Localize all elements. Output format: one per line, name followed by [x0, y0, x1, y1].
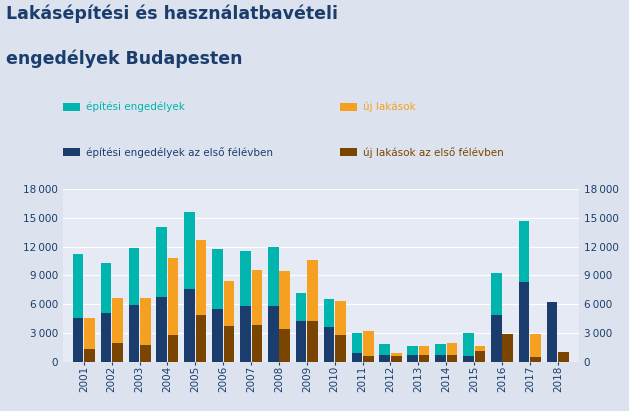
Bar	[463, 356, 474, 362]
Bar	[184, 212, 195, 362]
Bar	[503, 334, 513, 362]
Text: új lakások az első félévben: új lakások az első félévben	[363, 147, 504, 157]
Bar	[558, 352, 569, 362]
Bar	[84, 349, 95, 362]
Bar	[363, 331, 374, 362]
Bar	[252, 270, 262, 362]
Bar	[519, 282, 530, 362]
Bar	[268, 306, 279, 362]
Bar	[252, 325, 262, 362]
Bar	[379, 344, 390, 362]
Bar	[503, 334, 513, 362]
Bar	[324, 299, 334, 362]
Bar	[212, 249, 223, 362]
Bar	[157, 227, 167, 362]
Bar	[474, 351, 485, 362]
Bar	[324, 327, 334, 362]
Bar	[519, 221, 530, 362]
Text: Lakásépítési és használatbavételi: Lakásépítési és használatbavételi	[6, 4, 338, 23]
Bar	[279, 270, 290, 362]
Bar	[447, 355, 457, 362]
Bar	[408, 346, 418, 362]
Bar	[335, 301, 346, 362]
Bar	[157, 298, 167, 362]
Bar	[435, 344, 446, 362]
Bar	[140, 345, 150, 362]
Bar	[73, 254, 84, 362]
Bar	[491, 315, 501, 362]
Bar	[308, 321, 318, 362]
Bar	[128, 247, 139, 362]
Bar	[408, 355, 418, 362]
Bar	[128, 305, 139, 362]
Bar	[352, 333, 362, 362]
Bar	[279, 329, 290, 362]
Bar	[447, 344, 457, 362]
Bar	[363, 356, 374, 362]
Bar	[352, 353, 362, 362]
Bar	[224, 326, 234, 362]
Bar	[240, 252, 251, 362]
Bar	[168, 258, 179, 362]
Bar	[196, 315, 206, 362]
Bar	[168, 335, 179, 362]
Bar	[184, 289, 195, 362]
Bar	[435, 355, 446, 362]
Bar	[308, 260, 318, 362]
Bar	[530, 334, 541, 362]
Bar	[224, 281, 234, 362]
Text: építési engedélyek az első félévben: építési engedélyek az első félévben	[86, 147, 273, 157]
Bar	[296, 321, 306, 362]
Bar	[391, 356, 401, 362]
Bar	[140, 298, 150, 362]
Bar	[391, 353, 401, 362]
Bar	[419, 346, 430, 362]
Bar	[463, 333, 474, 362]
Bar	[268, 247, 279, 362]
Bar	[112, 298, 123, 362]
Bar	[547, 302, 557, 362]
Text: építési engedélyek: építési engedélyek	[86, 102, 185, 112]
Bar	[73, 318, 84, 362]
Bar	[196, 240, 206, 362]
Bar	[296, 293, 306, 362]
Bar	[419, 355, 430, 362]
Bar	[474, 346, 485, 362]
Bar	[112, 342, 123, 362]
Text: új lakások: új lakások	[363, 102, 416, 112]
Bar	[101, 313, 111, 362]
Bar	[530, 357, 541, 362]
Bar	[240, 306, 251, 362]
Text: engedélyek Budapesten: engedélyek Budapesten	[6, 49, 243, 68]
Bar	[491, 273, 501, 362]
Bar	[212, 309, 223, 362]
Bar	[335, 335, 346, 362]
Bar	[84, 318, 95, 362]
Bar	[101, 263, 111, 362]
Bar	[379, 355, 390, 362]
